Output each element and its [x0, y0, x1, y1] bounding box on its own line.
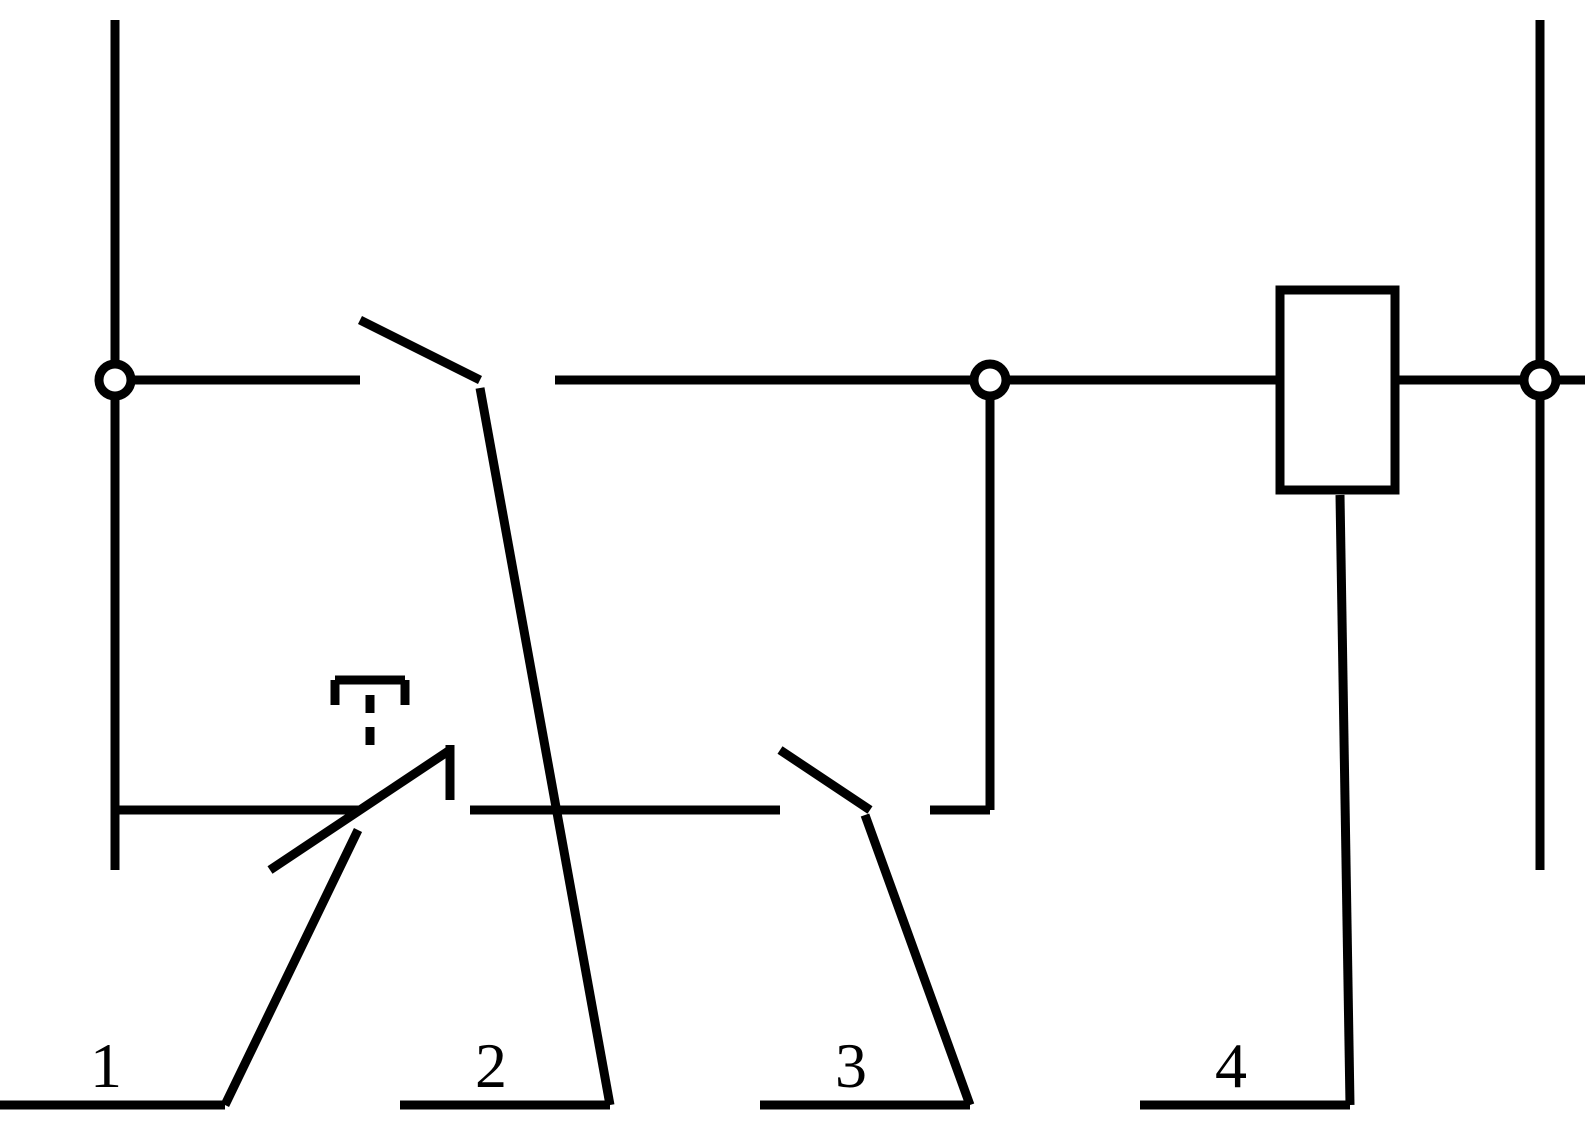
circuit-diagram: 1 2 3 4 — [0, 0, 1591, 1147]
leader-3 — [865, 815, 970, 1105]
node-left-top — [99, 364, 131, 396]
switch-3-contact — [780, 750, 870, 810]
leader-1 — [225, 830, 358, 1105]
label-4: 4 — [1215, 1030, 1247, 1101]
label-1: 1 — [90, 1030, 122, 1101]
relay-coil-box — [1280, 290, 1395, 490]
label-2: 2 — [475, 1030, 507, 1101]
switch-2-contact — [360, 320, 480, 380]
leader-2 — [480, 388, 610, 1105]
node-right-top — [1524, 364, 1556, 396]
node-mid-top — [974, 364, 1006, 396]
label-3: 3 — [835, 1030, 867, 1101]
leader-4 — [1340, 495, 1350, 1105]
